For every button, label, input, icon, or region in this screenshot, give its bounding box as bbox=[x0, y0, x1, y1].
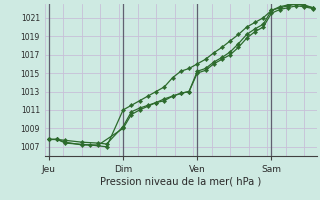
X-axis label: Pression niveau de la mer( hPa ): Pression niveau de la mer( hPa ) bbox=[100, 177, 261, 187]
